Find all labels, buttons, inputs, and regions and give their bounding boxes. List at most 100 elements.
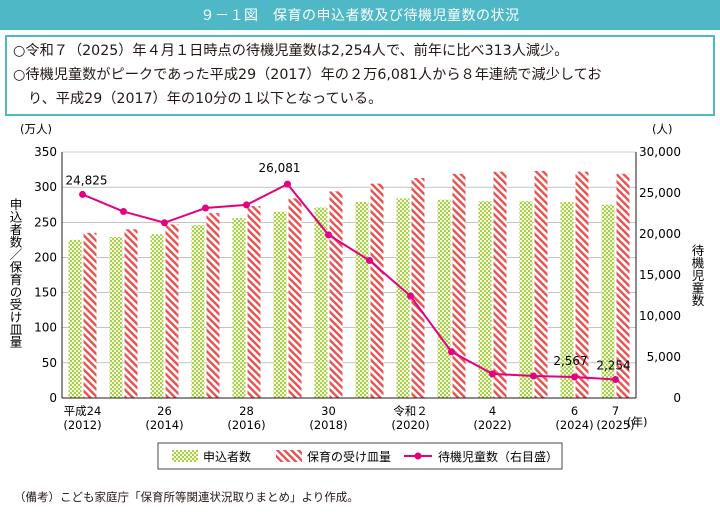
bar-applicants [355,201,369,398]
waiting-children-line: 24,825 26,081 2,567 2,254 [66,161,631,384]
bar-applicants [560,201,574,398]
point-waiting-children [325,231,332,239]
right-tick-label: 30,000 [639,145,681,159]
x-tick-label-year: (2016) [227,418,265,432]
bar-applicants [68,239,82,398]
point-waiting-children [448,348,455,356]
x-tick-label-era: 4 [489,404,496,418]
line-waiting-children [82,182,616,381]
chart: 24,825 26,081 2,567 2,254 0 50 100 150 200 250 30… [8,122,705,470]
right-axis-unit: (人) [652,122,672,136]
bar-capacity [370,183,384,398]
bar-applicants [273,211,287,398]
point-waiting-children [407,292,414,300]
x-tick-label-era: 26 [157,404,172,418]
bullet-mark: ○ [13,43,26,59]
x-tick-label-year: (2012) [63,418,101,432]
left-tick-label: 50 [42,356,57,370]
x-tick-label-era: 6 [571,404,578,418]
summary-text-3: り、平成29（2017）年の10分の１以下となっている。 [28,91,383,107]
point-waiting-children [489,370,496,378]
point-waiting-children [530,372,537,380]
left-tick-label: 300 [34,180,57,194]
summary-line-2: ○待機児童数がピークであった平成29（2017）年の２万6,081人から８年連続… [13,63,707,87]
point-waiting-children [366,256,373,264]
point-waiting-children [612,376,619,384]
x-tick-label-year: (2025) [596,418,634,432]
bar-capacity [493,171,507,398]
bar-applicants [150,234,164,398]
point-waiting-children [243,201,250,209]
left-axis-label: 申込者数／保育の受け皿量 [8,198,23,348]
bar-capacity [411,178,425,398]
x-tick-label-era: 30 [321,404,336,418]
legend-label-waiting: 待機児童数（右目盛） [438,449,558,464]
data-label-waiting-children: 2,567 [553,354,587,368]
x-tick-label-year: (2022) [473,418,511,432]
x-tick-label-era: 7 [612,404,619,418]
legend: 申込者数 保育の受け皿量 待機児童数（右目盛） [157,442,563,470]
bar-applicants [191,225,205,398]
legend-marker-waiting [414,452,422,460]
legend-swatch-applicants [172,450,198,462]
bar-capacity [288,198,302,398]
bar-capacity [575,171,589,398]
x-tick-label-year: (2018) [309,418,347,432]
bar-applicants [437,199,451,398]
left-axis-unit: (万人) [20,122,52,136]
x-tick-label-year: (2020) [391,418,429,432]
point-waiting-children [571,373,578,381]
axes: 0 50 100 150 200 250 300 350 0 5,000 10,000 15,000 2… [34,145,681,432]
point-waiting-children [284,180,291,188]
summary-text-2: 待機児童数がピークであった平成29（2017）年の２万6,081人から８年連続で… [25,67,602,83]
bar-capacity [165,224,179,398]
x-tick-label-year: (2014) [145,418,183,432]
bar-capacity [247,206,261,398]
x-tick-label-era: 28 [239,404,254,418]
bar-capacity [329,191,343,398]
bar-capacity [534,170,548,398]
point-waiting-children [161,219,168,227]
point-waiting-children [202,204,209,212]
bars [68,170,630,398]
bar-capacity [206,213,220,398]
point-waiting-children [120,208,127,216]
left-tick-label: 0 [49,391,57,405]
bar-applicants [519,201,533,398]
right-tick-label: 0 [673,391,681,405]
data-label-waiting-children: 2,254 [596,359,630,373]
summary-box: ○令和７（2025）年４月１日時点の待機児童数は2,254人で、前年に比べ313… [5,35,715,116]
bar-applicants [478,201,492,398]
bar-applicants [396,198,410,398]
right-tick-label: 15,000 [639,268,681,282]
bullet-mark: ○ [13,67,26,83]
grid-lines [62,151,636,364]
bar-capacity [83,232,97,398]
right-tick-label: 20,000 [639,227,681,241]
bar-applicants [601,204,615,398]
summary-text-1: 令和７（2025）年４月１日時点の待機児童数は2,254人で、前年に比べ313人… [25,43,569,59]
bar-capacity [124,229,138,398]
bar-capacity [616,173,630,398]
left-tick-label: 200 [34,250,57,264]
legend-label-capacity: 保育の受け皿量 [307,449,391,464]
legend-label-applicants: 申込者数 [203,449,251,464]
bar-applicants [232,218,246,398]
data-label-waiting-children: 24,825 [66,173,108,187]
left-tick-label: 250 [34,215,57,229]
summary-line-1: ○令和７（2025）年４月１日時点の待機児童数は2,254人で、前年に比べ313… [13,39,707,63]
figure-title: ９－１図 保育の申込者数及び待機児童数の状況 [200,8,520,24]
bar-applicants [109,237,123,398]
point-waiting-children [79,190,86,198]
x-tick-label-era: 令和２ [393,404,428,418]
bar-capacity [452,173,466,398]
right-tick-label: 5,000 [647,350,681,364]
left-tick-label: 150 [34,286,57,300]
x-tick-label-era: 平成24 [64,404,102,418]
legend-frame [157,442,563,470]
data-label-waiting-children: 26,081 [259,161,301,175]
right-tick-label: 10,000 [639,309,681,323]
footnote: （備考）こども家庭庁「保育所等関連状況取りまとめ」より作成。 [14,490,359,504]
right-tick-label: 25,000 [639,186,681,200]
x-axis-unit: (年) [627,415,647,429]
